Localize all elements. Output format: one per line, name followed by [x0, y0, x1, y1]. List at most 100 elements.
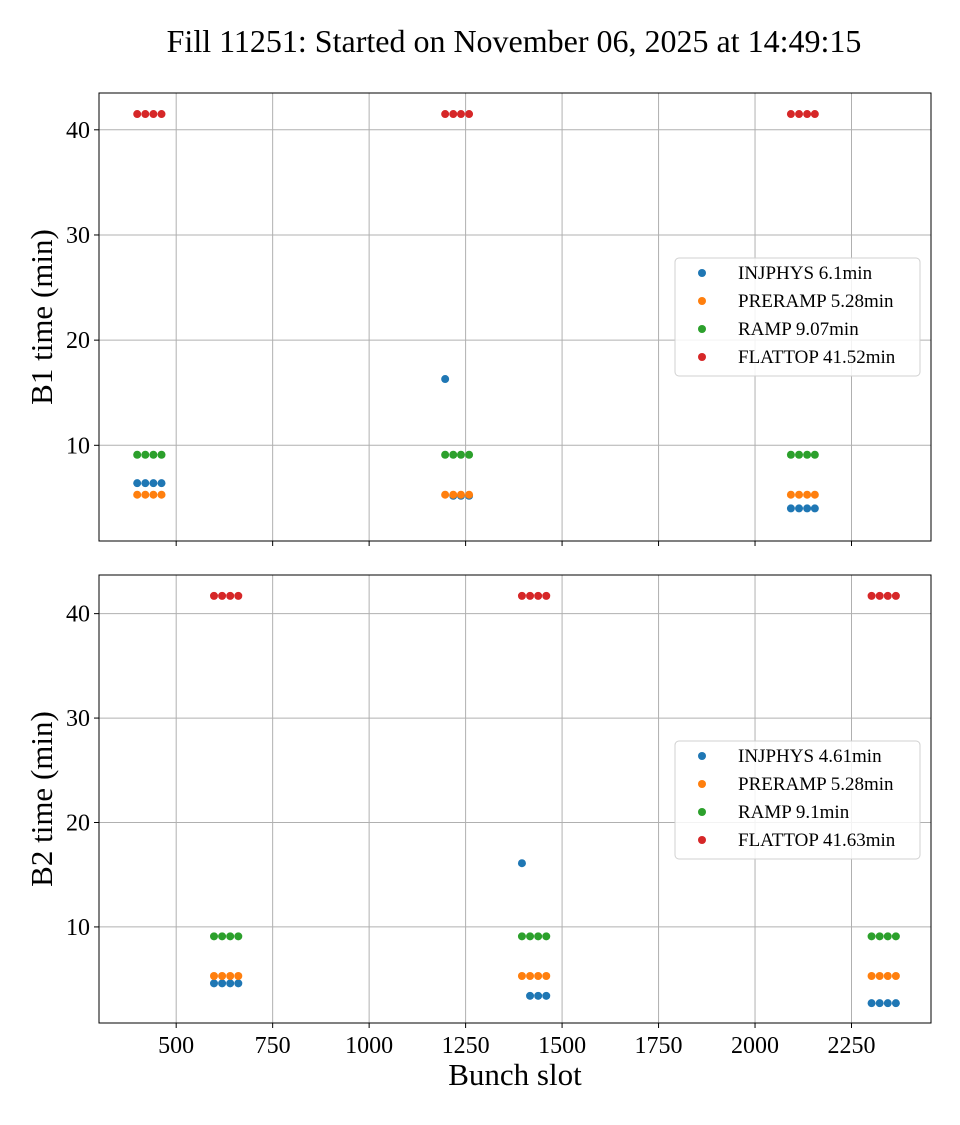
data-point	[795, 504, 804, 513]
data-point	[883, 999, 892, 1008]
y-tick-label: 40	[66, 602, 90, 628]
data-point	[534, 591, 543, 600]
data-point	[441, 375, 450, 384]
data-point	[795, 450, 804, 459]
data-point	[867, 932, 876, 941]
data-point	[875, 999, 884, 1008]
data-point	[456, 110, 465, 119]
data-point	[209, 591, 218, 600]
data-point	[449, 450, 458, 459]
data-point	[149, 490, 158, 499]
legend-label: RAMP 9.07min	[738, 319, 859, 340]
data-point	[517, 972, 526, 981]
data-point	[810, 450, 819, 459]
legend-marker	[698, 269, 706, 277]
data-point	[157, 450, 166, 459]
legend-label: INJPHYS 6.1min	[738, 263, 873, 284]
data-point	[795, 110, 804, 119]
data-point	[810, 490, 819, 499]
data-point	[803, 504, 812, 513]
data-point	[795, 490, 804, 499]
data-point	[441, 490, 450, 499]
data-point	[157, 490, 166, 499]
data-point	[141, 110, 150, 119]
data-point	[883, 932, 892, 941]
data-point	[218, 972, 227, 981]
data-point	[449, 490, 458, 499]
data-point	[542, 972, 551, 981]
data-point	[786, 110, 795, 119]
data-point	[803, 490, 812, 499]
data-point	[209, 972, 218, 981]
x-tick-label: 1500	[538, 1033, 586, 1059]
data-point	[875, 972, 884, 981]
data-point	[534, 991, 543, 1000]
data-point	[226, 972, 235, 981]
data-point	[449, 110, 458, 119]
data-point	[133, 479, 142, 488]
data-point	[441, 110, 450, 119]
data-point	[226, 979, 235, 988]
chart-title: Fill 11251: Started on November 06, 2025…	[167, 23, 862, 59]
data-point	[149, 450, 158, 459]
data-point	[867, 999, 876, 1008]
x-tick-label: 500	[158, 1033, 194, 1059]
data-point	[456, 490, 465, 499]
data-point	[803, 450, 812, 459]
data-point	[141, 490, 150, 499]
data-point	[542, 991, 551, 1000]
y-tick-label: 30	[66, 706, 90, 732]
data-point	[226, 591, 235, 600]
data-point	[867, 972, 876, 981]
data-point	[218, 591, 227, 600]
legend-marker	[698, 325, 706, 333]
data-point	[517, 859, 526, 868]
legend-marker	[698, 808, 706, 816]
legend-marker	[698, 836, 706, 844]
data-point	[133, 450, 142, 459]
x-axis-label: Bunch slot	[448, 1057, 582, 1092]
data-point	[465, 490, 474, 499]
data-point	[883, 972, 892, 981]
data-point	[218, 979, 227, 988]
data-point	[209, 979, 218, 988]
plot-frame	[98, 574, 932, 1024]
data-point	[226, 932, 235, 941]
data-point	[149, 110, 158, 119]
data-point	[517, 591, 526, 600]
x-tick-label: 1250	[442, 1033, 490, 1059]
data-point	[891, 972, 900, 981]
data-point	[803, 110, 812, 119]
legend-marker	[698, 353, 706, 361]
plot-frame	[98, 92, 932, 542]
data-point	[810, 504, 819, 513]
x-tick-label: 2000	[731, 1033, 779, 1059]
data-point	[526, 932, 535, 941]
data-point	[209, 932, 218, 941]
legend: INJPHYS 4.61min PRERAMP 5.28min RAMP 9.1mi…	[674, 740, 921, 860]
legend-box	[674, 740, 921, 860]
data-point	[875, 591, 884, 600]
data-point	[526, 991, 535, 1000]
data-point	[875, 932, 884, 941]
data-point	[526, 591, 535, 600]
x-tick-label: 1750	[635, 1033, 683, 1059]
subplot-1: 10 20 30 40 B1 time (min) INJPHYS 6.1min PRERA…	[24, 92, 932, 546]
y-tick-label: 20	[66, 328, 90, 354]
data-point	[133, 490, 142, 499]
data-point	[133, 110, 142, 119]
legend: INJPHYS 6.1min PRERAMP 5.28min RAMP 9.07mi…	[674, 257, 921, 377]
y-tick-label: 10	[66, 433, 90, 459]
data-point	[234, 591, 243, 600]
y-axis-label: B1 time (min)	[24, 229, 59, 405]
x-tick-label: 750	[255, 1033, 291, 1059]
data-point	[234, 932, 243, 941]
legend-marker	[698, 752, 706, 760]
data-point	[141, 450, 150, 459]
y-tick-label: 10	[66, 915, 90, 941]
legend-label: PRERAMP 5.28min	[738, 291, 894, 312]
subplot-2: 500 750 1000 1250 1500 1750 2000 2250 10 20 30 40 B2…	[24, 574, 932, 1092]
data-point	[786, 450, 795, 459]
y-tick-label: 20	[66, 810, 90, 836]
